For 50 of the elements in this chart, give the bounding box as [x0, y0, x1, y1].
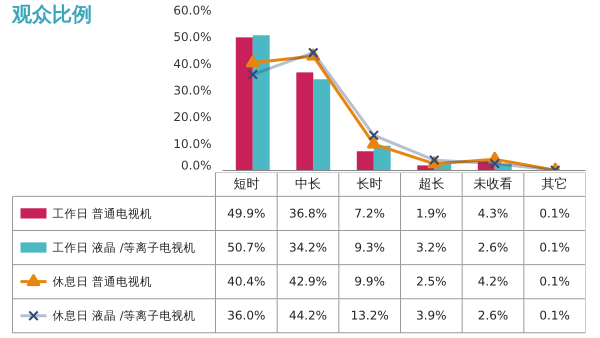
data-label: 2.5%: [416, 274, 447, 289]
legend-label: 休息日 普通电视机: [52, 274, 152, 289]
data-label: 4.3%: [478, 206, 508, 220]
bar: [296, 72, 314, 170]
data-label: 4.2%: [478, 274, 508, 289]
text: 观众比例: [12, 1, 92, 28]
bar: [313, 79, 330, 170]
y-tick-label: 10.0%: [173, 136, 212, 151]
data-label: 0.1%: [539, 206, 570, 220]
legend-label: 工作日 液晶 /等离子电视机: [52, 240, 196, 255]
data-label: 0.1%: [539, 274, 570, 289]
data-label: 36.0%: [227, 308, 266, 323]
x-tick-label: 超长: [418, 176, 444, 192]
data-label: 49.9%: [227, 206, 266, 220]
data-label: 42.9%: [288, 274, 328, 289]
data-label: 9.3%: [354, 240, 385, 255]
x-tick-label: 未收看: [474, 176, 512, 192]
data-label: 3.9%: [416, 308, 447, 323]
data-label: 0.1%: [539, 240, 570, 255]
x-tick-label: 长时: [356, 176, 383, 192]
data-label: 13.2%: [350, 308, 389, 323]
x-tick-label: 其它: [542, 176, 568, 192]
point: [366, 136, 381, 149]
y-tick-label: 50.0%: [173, 30, 212, 44]
data-label: 34.2%: [288, 240, 328, 255]
y-tick-label: 0.0%: [181, 158, 212, 172]
y-tick-label: 60.0%: [173, 4, 212, 18]
legend-label: 休息日 液晶 /等离子电视机: [52, 308, 196, 323]
data-label: 44.2%: [288, 308, 328, 323]
bar: [356, 151, 374, 170]
bar: [252, 35, 270, 170]
x-tick-label: 中长: [295, 176, 321, 192]
y-tick-label: 40.0%: [173, 56, 212, 71]
data-label: 2.6%: [478, 240, 508, 255]
x-tick-label: 短时: [233, 176, 260, 192]
data-label: 2.6%: [478, 308, 508, 323]
legend-label: 工作日 普通电视机: [52, 206, 152, 220]
data-label: 7.2%: [354, 206, 385, 220]
data-label: 0.1%: [539, 308, 570, 323]
data-label: 3.2%: [416, 240, 447, 255]
data-label: 36.8%: [288, 206, 328, 220]
point: [246, 54, 260, 68]
y-tick-label: 30.0%: [173, 84, 212, 98]
data-label: 40.4%: [227, 274, 266, 289]
point: [248, 69, 258, 80]
data-label: 9.9%: [354, 274, 385, 289]
y-tick-label: 20.0%: [173, 110, 212, 124]
data-label: 1.9%: [416, 206, 447, 220]
data-label: 50.7%: [227, 240, 266, 255]
bar: [236, 37, 253, 170]
